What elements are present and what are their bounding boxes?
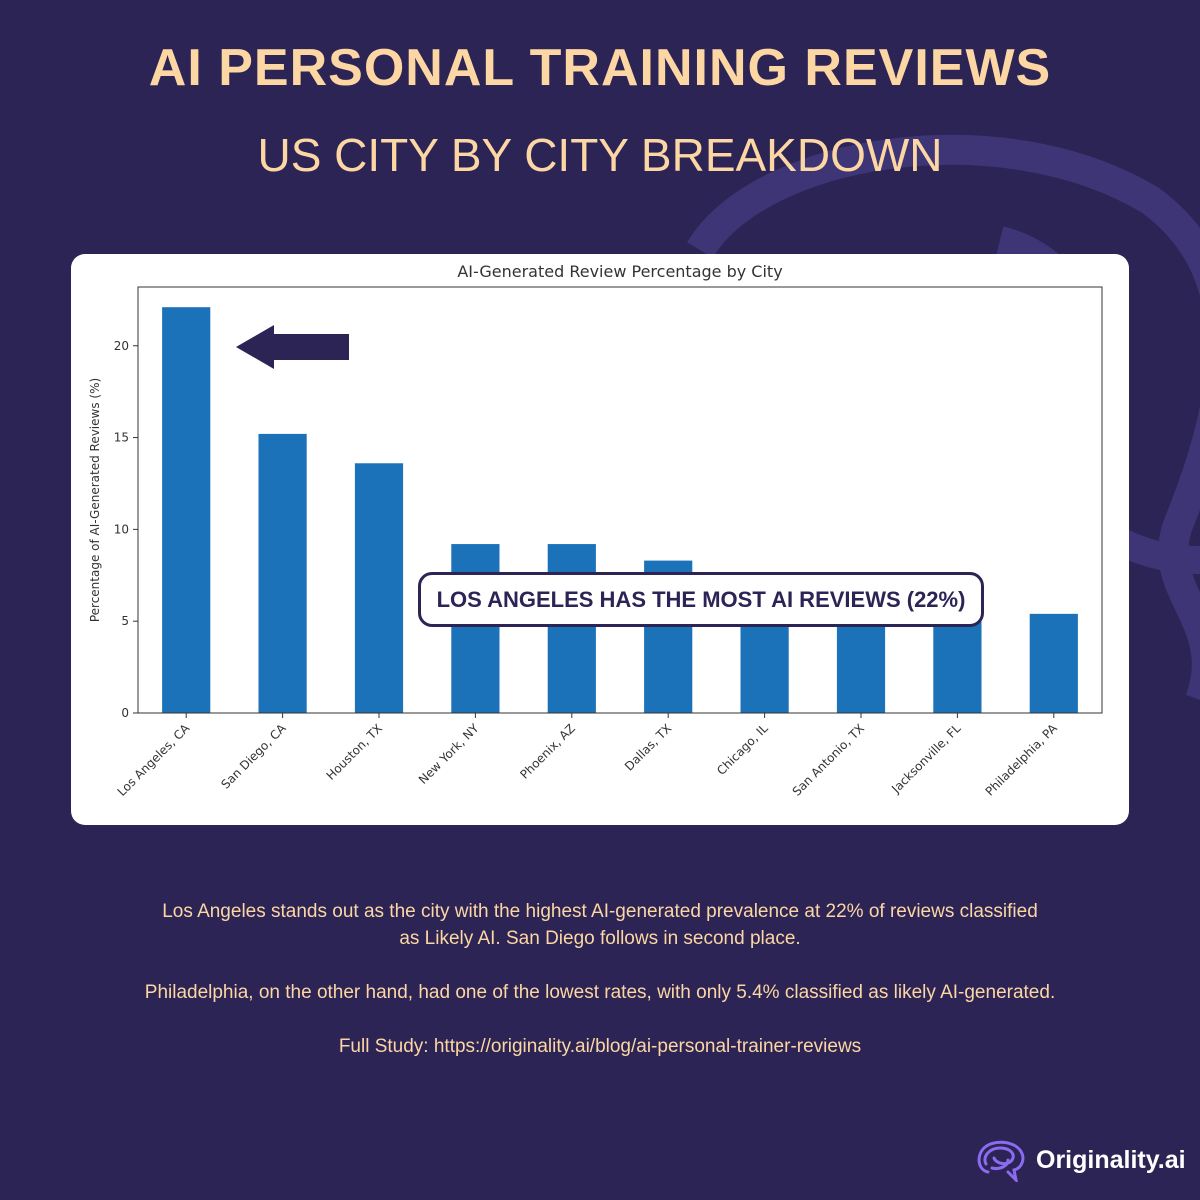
bar-2 xyxy=(354,463,404,713)
description-paragraph-1: Los Angeles stands out as the city with … xyxy=(0,898,1200,952)
x-tick-label: New York, NY xyxy=(416,721,482,787)
description-line: as Likely AI. San Diego follows in secon… xyxy=(399,928,801,949)
x-tick-label: Houston, TX xyxy=(324,721,386,783)
logo: Originality.ai xyxy=(974,1138,1186,1182)
bar-1 xyxy=(258,433,307,713)
x-tick-label: Los Angeles, CA xyxy=(115,721,193,799)
x-tick-label: Phoenix, AZ xyxy=(517,721,578,782)
y-tick-label: 0 xyxy=(121,706,129,720)
bar-0 xyxy=(162,307,211,713)
page-subtitle: US CITY BY CITY BREAKDOWN xyxy=(257,129,943,181)
x-tick-label: Chicago, IL xyxy=(714,721,771,778)
bar-4 xyxy=(547,544,596,713)
x-tick-label: San Diego, CA xyxy=(218,721,289,792)
x-tick-label: Philadelphia, PA xyxy=(983,721,1061,799)
page-title: AI PERSONAL TRAINING REVIEWS xyxy=(148,39,1052,97)
y-tick-label: 5 xyxy=(121,614,129,628)
brain-icon xyxy=(977,1140,1025,1182)
callout-box: LOS ANGELES HAS THE MOST AI REVIEWS (22%… xyxy=(418,572,984,627)
bar-9 xyxy=(1029,613,1078,713)
chart-card: AI-Generated Review Percentage by City Pe… xyxy=(71,254,1129,825)
full-study-link[interactable]: Full Study: https://originality.ai/blog/… xyxy=(338,1036,862,1057)
bar-chart: AI-Generated Review Percentage by City Pe… xyxy=(88,262,1103,799)
x-tick-label: Jacksonville, FL xyxy=(888,721,963,796)
bar-3 xyxy=(451,544,500,713)
arrow-icon xyxy=(236,325,349,369)
chart-title: AI-Generated Review Percentage by City xyxy=(457,262,782,281)
x-tick-label: Dallas, TX xyxy=(622,721,674,773)
y-tick-label: 15 xyxy=(114,431,129,445)
y-axis-label: Percentage of AI-Generated Reviews (%) xyxy=(88,378,102,622)
logo-text: Originality.ai xyxy=(1036,1145,1186,1174)
y-tick-label: 20 xyxy=(114,339,129,353)
x-tick-label: San Antonio, TX xyxy=(790,721,868,799)
description-paragraph-2: Philadelphia, on the other hand, had one… xyxy=(144,982,1056,1003)
plot-frame xyxy=(137,286,1103,714)
description-line: Los Angeles stands out as the city with … xyxy=(162,901,1038,922)
y-tick-label: 10 xyxy=(114,522,129,536)
